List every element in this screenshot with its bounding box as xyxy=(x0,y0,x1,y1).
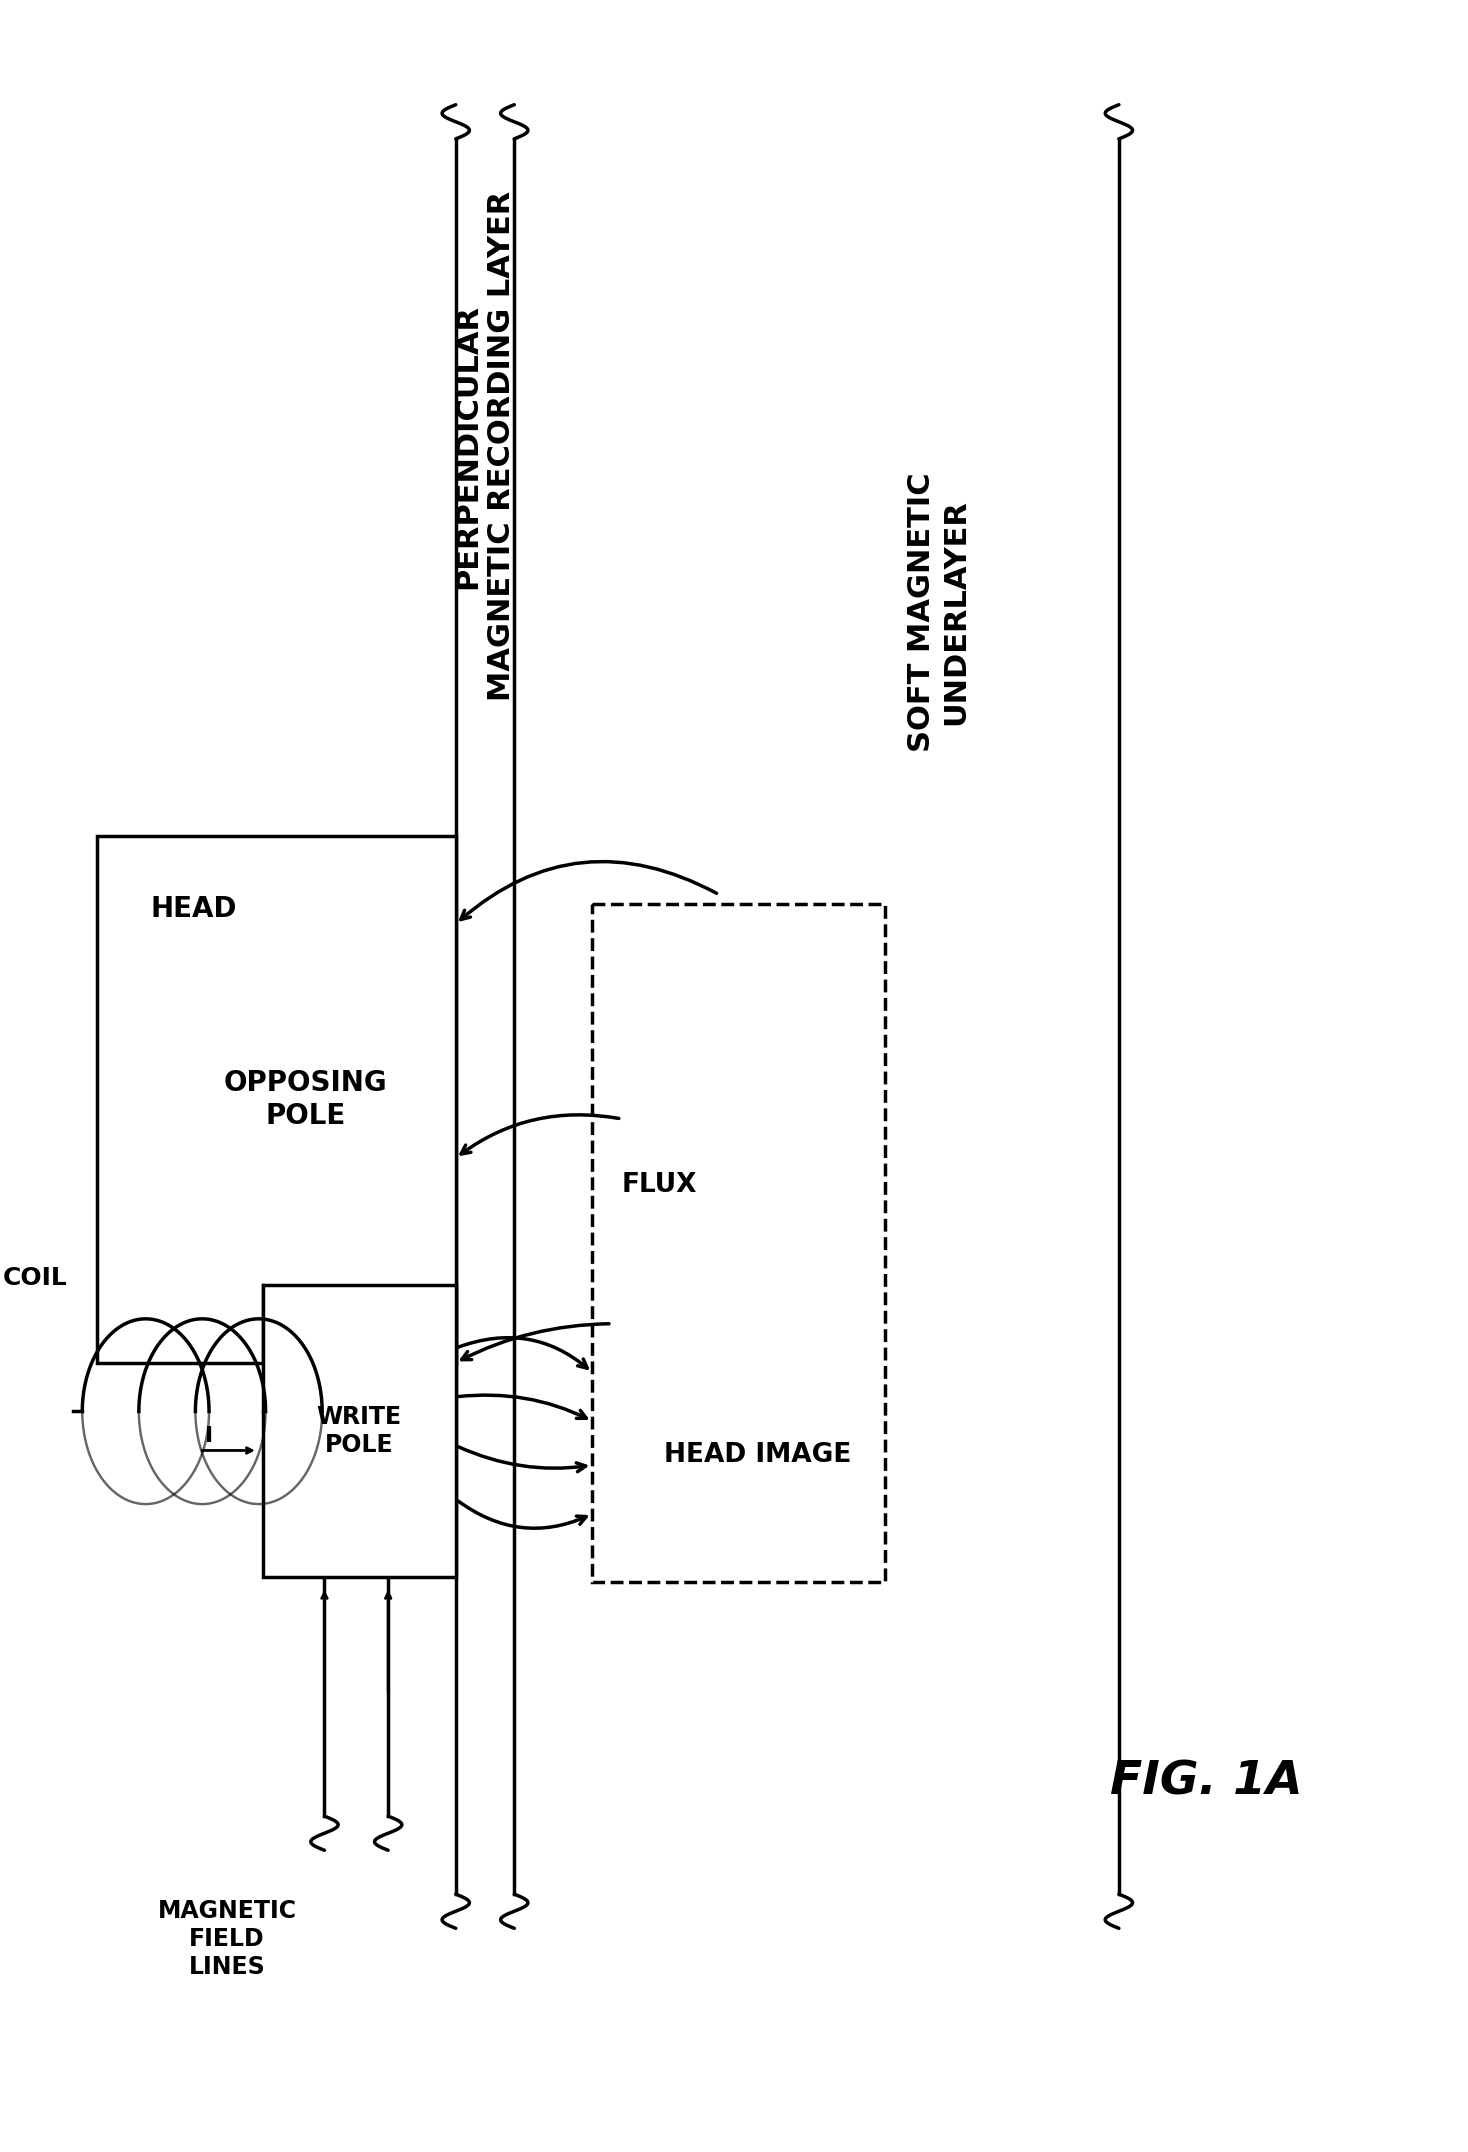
Text: WRITE
POLE: WRITE POLE xyxy=(317,1405,402,1457)
Text: MAGNETIC
FIELD
LINES: MAGNETIC FIELD LINES xyxy=(157,1898,297,1978)
FancyArrowPatch shape xyxy=(462,1323,609,1360)
Text: HEAD IMAGE: HEAD IMAGE xyxy=(665,1442,851,1468)
Bar xyxy=(592,904,885,1582)
FancyArrowPatch shape xyxy=(458,1500,586,1528)
FancyArrowPatch shape xyxy=(458,1339,587,1369)
Bar xyxy=(97,837,455,1362)
Text: HEAD: HEAD xyxy=(151,895,236,923)
Text: FIG. 1A: FIG. 1A xyxy=(1110,1760,1304,1806)
Text: FLUX: FLUX xyxy=(621,1171,697,1199)
FancyArrowPatch shape xyxy=(458,1446,586,1472)
FancyArrowPatch shape xyxy=(458,1394,586,1418)
Bar xyxy=(263,1285,455,1577)
FancyArrowPatch shape xyxy=(461,861,716,919)
Text: OPPOSING
POLE: OPPOSING POLE xyxy=(223,1070,388,1130)
Text: I: I xyxy=(206,1425,213,1446)
Text: PERPENDICULAR
MAGNETIC RECORDING LAYER: PERPENDICULAR MAGNETIC RECORDING LAYER xyxy=(454,192,517,702)
FancyArrowPatch shape xyxy=(461,1115,619,1153)
Text: COIL: COIL xyxy=(3,1265,68,1289)
Text: SOFT MAGNETIC
UNDERLAYER: SOFT MAGNETIC UNDERLAYER xyxy=(907,471,970,751)
